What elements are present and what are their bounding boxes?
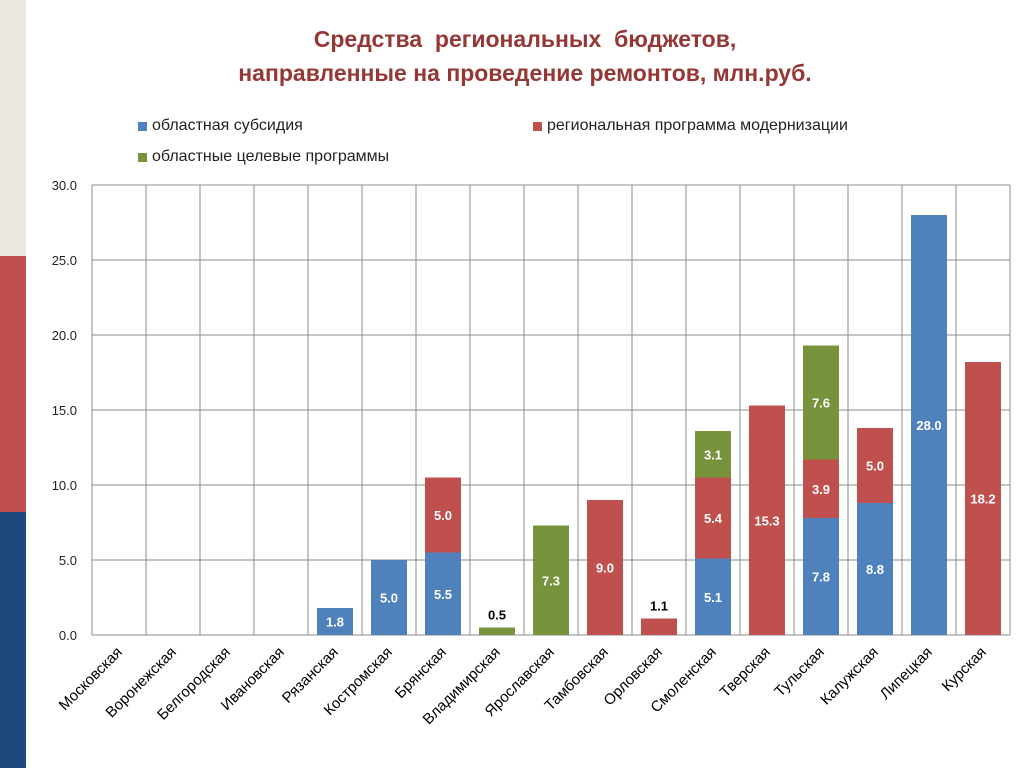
data-label: 7.3 (542, 573, 560, 588)
y-tick-label: 25.0 (52, 253, 77, 268)
legend-label-target: областные целевые программы (152, 148, 390, 165)
data-label: 3.1 (704, 447, 722, 462)
legend-label-modernization: региональная программа модернизации (547, 117, 848, 134)
legend-swatch-target (138, 152, 147, 162)
bar-segment (695, 477, 731, 559)
category-label: Калужская (817, 644, 882, 709)
decor-stripe-top (0, 0, 26, 256)
bar-segment (803, 345, 839, 460)
bar-segment (425, 477, 461, 553)
data-label: 5.0 (434, 508, 452, 523)
category-label: Тверская (717, 644, 774, 701)
category-label: Липецкая (877, 644, 936, 703)
category-label: Курская (939, 644, 990, 695)
data-label: 5.0 (866, 459, 884, 474)
data-label: 5.4 (704, 511, 723, 526)
data-label: 28.0 (916, 418, 941, 433)
y-tick-label: 5.0 (59, 553, 77, 568)
data-label: 18.2 (970, 492, 995, 507)
bar-segment (857, 428, 893, 503)
bar-segment (587, 500, 623, 635)
data-label: 1.1 (650, 599, 668, 614)
y-tick-label: 15.0 (52, 403, 77, 418)
data-label: 15.3 (754, 513, 779, 528)
bar-segment (749, 405, 785, 635)
data-label: 5.1 (704, 590, 722, 605)
legend-item-subsidy: областная субсидия (138, 117, 303, 135)
bar-segment (695, 558, 731, 635)
bar-segment (695, 431, 731, 478)
category-label: Тульская (771, 644, 828, 701)
data-label: 0.5 (488, 608, 506, 623)
data-label: 7.8 (812, 570, 830, 585)
bar-segment (803, 518, 839, 635)
y-tick-label: 10.0 (52, 478, 77, 493)
y-tick-label: 20.0 (52, 328, 77, 343)
y-tick-label: 0.0 (59, 628, 77, 643)
decor-stripe-bottom (0, 512, 26, 768)
bar-segment (317, 608, 353, 635)
bar-segment (533, 525, 569, 635)
data-label: 5.5 (434, 587, 452, 602)
bar-segment (803, 459, 839, 518)
data-label: 8.8 (866, 562, 884, 577)
slide-title-line-2: направленные на проведение ремонтов, млн… (238, 60, 812, 86)
slide-title-line-1: Средства региональных бюджетов, (313, 26, 737, 52)
slide-title: Средства региональных бюджетов, направле… (26, 22, 1024, 90)
legend-label-subsidy: областная субсидия (152, 117, 303, 134)
legend-item-target: областные целевые программы (138, 148, 389, 166)
bar-segment (965, 362, 1001, 635)
data-label: 9.0 (596, 561, 614, 576)
data-label: 5.0 (380, 591, 398, 606)
bar-segment (857, 503, 893, 635)
decor-stripe-middle (0, 256, 26, 512)
bar-segment (371, 560, 407, 635)
data-label: 1.8 (326, 615, 344, 630)
bar-segment (911, 215, 947, 635)
data-label: 3.9 (812, 482, 830, 497)
legend-swatch-modernization (533, 121, 542, 131)
data-label: 7.6 (812, 396, 830, 411)
bar-segment (425, 552, 461, 635)
legend-swatch-subsidy (138, 121, 147, 131)
bar-segment (479, 627, 515, 635)
bar-segment (641, 618, 677, 635)
y-tick-label: 30.0 (52, 178, 77, 193)
legend-item-modernization: региональная программа модернизации (533, 117, 848, 135)
